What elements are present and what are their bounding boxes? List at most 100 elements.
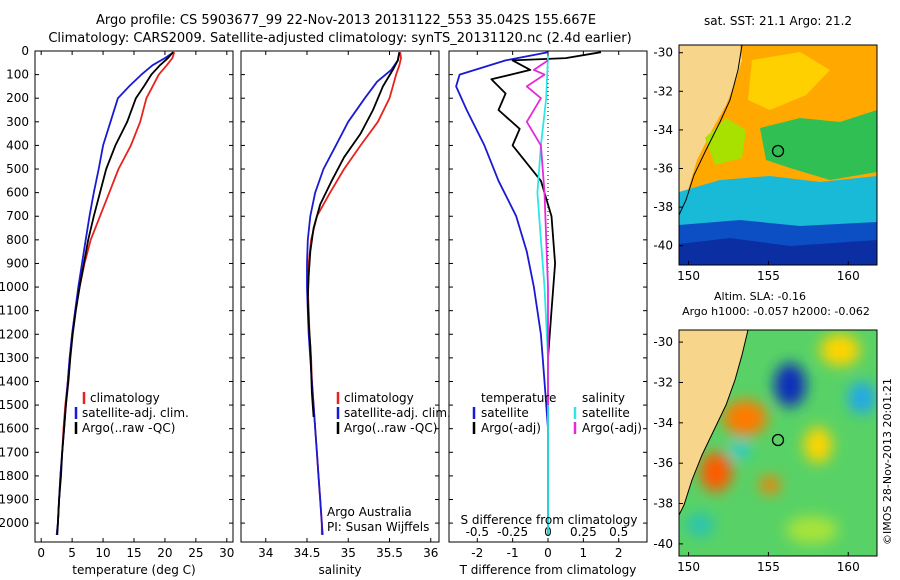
y-tick-label: 200 bbox=[6, 91, 29, 105]
legend-label-temp-argo: Argo(-adj) bbox=[481, 421, 541, 435]
map-y-tick-label: -32 bbox=[653, 84, 673, 98]
imos-timestamp: ©IMOS 28-Nov-2013 20:01:21 bbox=[881, 378, 894, 545]
sst-axis-ticks: 150 155 160 -30 -32 -34 -36 -38 -40 bbox=[653, 46, 859, 283]
y-tick-label: 900 bbox=[6, 256, 29, 270]
sla-axis-ticks: 150 155 160 -30 -32 -34 -36 -38 -40 bbox=[653, 335, 859, 574]
y-tick-label: 600 bbox=[6, 186, 29, 200]
y-tick-label: 800 bbox=[6, 233, 29, 247]
y-tick-label: 2000 bbox=[0, 516, 29, 530]
sst-map-frame bbox=[678, 44, 878, 266]
sla-blob-high-3 bbox=[760, 476, 780, 494]
x-tick-label: 35 bbox=[341, 546, 356, 560]
sst-argo-marker bbox=[771, 144, 785, 158]
sla-blob-high-2 bbox=[700, 452, 732, 492]
legend-label-satellite: satellite-adj. clim. bbox=[82, 406, 189, 420]
sla-blob-teal bbox=[686, 513, 714, 537]
figure-title-line-1: Argo profile: CS 5903677_99 22-Nov-2013 … bbox=[96, 13, 596, 28]
top-axis-tick-label: 0.25 bbox=[570, 525, 597, 539]
x-tick-label: 25 bbox=[188, 546, 203, 560]
y-tick-label: 400 bbox=[6, 138, 29, 152]
map-x-tick-label: 150 bbox=[677, 560, 700, 574]
map-y-tick-label: -34 bbox=[653, 416, 673, 430]
x-tick-label: 0 bbox=[37, 546, 45, 560]
y-tick-label: 1600 bbox=[0, 422, 29, 436]
map-x-tick-label: 155 bbox=[757, 269, 780, 283]
y-tick-label: 0 bbox=[21, 44, 29, 58]
map-y-tick-label: -40 bbox=[653, 239, 673, 253]
y-tick-label: 1400 bbox=[0, 374, 29, 388]
series-line-temperature-satellite bbox=[455, 51, 549, 535]
sla-blob-lime bbox=[786, 516, 838, 544]
plot-frame bbox=[34, 50, 234, 543]
map-y-tick-label: -36 bbox=[653, 162, 673, 176]
x-tick-label: 1 bbox=[580, 546, 588, 560]
temperature-legend: climatology satellite-adj. clim. Argo(..… bbox=[74, 391, 189, 435]
y-tick-label: 700 bbox=[6, 209, 29, 223]
legend-label-sal-satellite: satellite bbox=[582, 406, 630, 420]
x-tick-label: 30 bbox=[219, 546, 234, 560]
legend-label-climatology: climatology bbox=[344, 391, 414, 405]
legend-label-temp-satellite: satellite bbox=[481, 406, 529, 420]
x-tick-label: 34 bbox=[258, 546, 273, 560]
salinity-legend: climatology satellite-adj. clim. Argo(..… bbox=[327, 391, 451, 534]
map-x-tick-label: 160 bbox=[837, 560, 860, 574]
sla-map: Altim. SLA: -0.16 Argo h1000: -0.057 h20… bbox=[653, 290, 878, 574]
series-line-salinity-argo-adj- bbox=[525, 59, 549, 406]
legend-label-climatology: climatology bbox=[90, 391, 160, 405]
map-y-tick-label: -36 bbox=[653, 456, 673, 470]
y-tick-label: 300 bbox=[6, 115, 29, 129]
map-x-tick-label: 150 bbox=[677, 269, 700, 283]
legend-label-argo: Argo(..raw -QC) bbox=[82, 421, 175, 435]
map-y-tick-label: -34 bbox=[653, 123, 673, 137]
sla-blob-cyan-2 bbox=[730, 442, 750, 458]
sst-patch-deep-blue bbox=[679, 238, 877, 265]
x-tick-label: 35.5 bbox=[376, 546, 403, 560]
sla-blob-yellow-1 bbox=[804, 427, 832, 463]
sst-coastline bbox=[679, 45, 743, 216]
y-tick-label: 1900 bbox=[0, 493, 29, 507]
legend-title-salinity: salinity bbox=[582, 391, 625, 405]
top-axis-tick-label: -0.25 bbox=[497, 525, 528, 539]
y-tick-label: 1500 bbox=[0, 398, 29, 412]
legend-title-temperature: temperature bbox=[481, 391, 556, 405]
y-tick-label: 1700 bbox=[0, 445, 29, 459]
sla-argo-marker bbox=[771, 433, 785, 447]
figure-title-line-2: Climatology: CARS2009. Satellite-adjuste… bbox=[48, 31, 631, 46]
x-tick-label: -2 bbox=[471, 546, 483, 560]
x-tick-label: 0 bbox=[544, 546, 552, 560]
series-line-argo-raw-qc- bbox=[56, 51, 174, 535]
legend-label-argo: Argo(..raw -QC) bbox=[344, 421, 437, 435]
x-axis-label: temperature (deg C) bbox=[72, 563, 195, 577]
sst-map: sat. SST: 21.1 Argo: 21.2 150 155 160 -30 -3… bbox=[653, 14, 878, 283]
salinity-panel: 34 34.5 35 35.5 36 salinity bbox=[240, 50, 440, 577]
sst-patch-green bbox=[760, 110, 877, 180]
sla-coastline bbox=[679, 330, 749, 516]
map-y-tick-label: -32 bbox=[653, 375, 673, 389]
x-tick-label: -1 bbox=[507, 546, 519, 560]
y-tick-label: 1800 bbox=[0, 469, 29, 483]
temperature-panel: 0100200300400500600700800900100011001200… bbox=[0, 44, 234, 577]
x-tick-label: 34.5 bbox=[294, 546, 321, 560]
difference-legend: temperature satellite Argo(-adj) salinit… bbox=[461, 391, 642, 527]
x-tick-label: 2 bbox=[615, 546, 623, 560]
map-x-tick-label: 155 bbox=[757, 560, 780, 574]
y-tick-label: 1300 bbox=[0, 351, 29, 365]
x-axis-label: T difference from climatology bbox=[459, 563, 637, 577]
map-y-tick-label: -30 bbox=[653, 46, 673, 60]
series-line-satellite-adj-clim- bbox=[306, 52, 401, 535]
plot-frame bbox=[240, 50, 440, 543]
top-axis-tick-label: -0.5 bbox=[466, 525, 489, 539]
top-axis-label-salinity: S difference from climatology bbox=[461, 513, 638, 527]
annotation-argo-australia: Argo Australia bbox=[327, 505, 412, 519]
y-tick-label: 1000 bbox=[0, 280, 29, 294]
map-y-tick-label: -40 bbox=[653, 537, 673, 551]
y-tick-label: 1100 bbox=[0, 304, 29, 318]
sst-patch-cyan bbox=[679, 176, 877, 235]
x-tick-label: 20 bbox=[157, 546, 172, 560]
series-line-argo-raw-qc- bbox=[306, 52, 401, 417]
y-tick-label: 100 bbox=[6, 68, 29, 82]
annotation-pi: PI: Susan Wijffels bbox=[327, 520, 429, 534]
series-line-temperature-argo-adj- bbox=[490, 51, 602, 535]
